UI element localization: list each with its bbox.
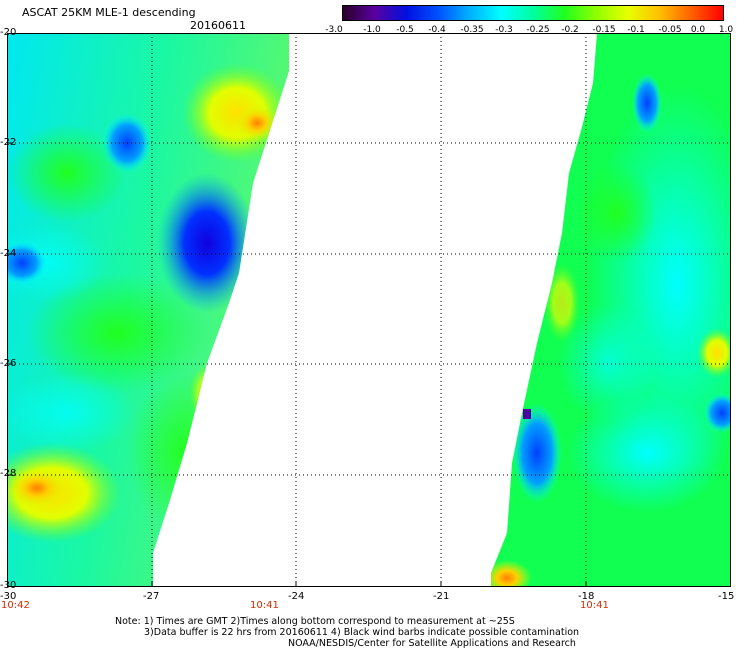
product-date: 20160611 <box>190 19 246 32</box>
lat-tick-label: -30 <box>0 580 17 591</box>
lat-tick-label: -22 <box>0 137 17 148</box>
graticule <box>7 33 731 587</box>
colorbar-label: -1.0 <box>363 25 381 35</box>
lon-tick-label: -21 <box>433 591 450 602</box>
lat-tick-label: -28 <box>0 468 17 479</box>
left-swath <box>7 33 289 587</box>
axis-ticks <box>7 142 587 587</box>
lon-tick-label: -18 <box>578 591 595 602</box>
right-swath <box>491 33 731 587</box>
colorbar-legend: -3.0 -1.0 -0.5 -0.4 -0.35 -0.3 -0.25 -0.… <box>325 5 733 39</box>
time-label: 10:41 <box>250 600 279 611</box>
ascat-map <box>7 33 731 587</box>
colorbar-label: -0.3 <box>495 25 513 35</box>
note-line: 3)Data buffer is 22 hrs from 20160611 4)… <box>144 627 580 638</box>
time-label: 10:42 <box>1 600 30 611</box>
note-line: Note: 1) Times are GMT 2)Times along bot… <box>115 616 515 627</box>
colorbar-label: -0.25 <box>526 25 550 35</box>
lat-tick-label: -26 <box>0 358 17 369</box>
colorbar-gradient <box>342 5 724 21</box>
note-line: NOAA/NESDIS/Center for Satellite Applica… <box>288 638 576 649</box>
colorbar-label: -0.1 <box>627 25 645 35</box>
lon-tick-label: -30 <box>0 591 17 602</box>
colorbar-label: -0.5 <box>396 25 414 35</box>
colorbar-label: -0.2 <box>561 25 579 35</box>
colorbar-label: -0.4 <box>428 25 446 35</box>
lon-tick-label: -24 <box>288 591 305 602</box>
map-frame <box>7 33 731 587</box>
colorbar-label: 0.0 <box>690 25 706 35</box>
time-label: 10:41 <box>580 600 609 611</box>
colorbar-label: -3.0 <box>325 25 343 35</box>
lat-tick-label: -24 <box>0 248 17 259</box>
lat-tick-label: -20 <box>0 27 17 38</box>
colorbar-label: 1.0 <box>718 25 734 35</box>
colorbar-label: -0.35 <box>460 25 484 35</box>
lon-tick-label: -27 <box>143 591 160 602</box>
colorbar-label: -0.05 <box>658 25 682 35</box>
colorbar-label: -0.15 <box>592 25 616 35</box>
product-title: ASCAT 25KM MLE-1 descending <box>22 6 196 19</box>
lon-tick-label: -15 <box>718 591 735 602</box>
